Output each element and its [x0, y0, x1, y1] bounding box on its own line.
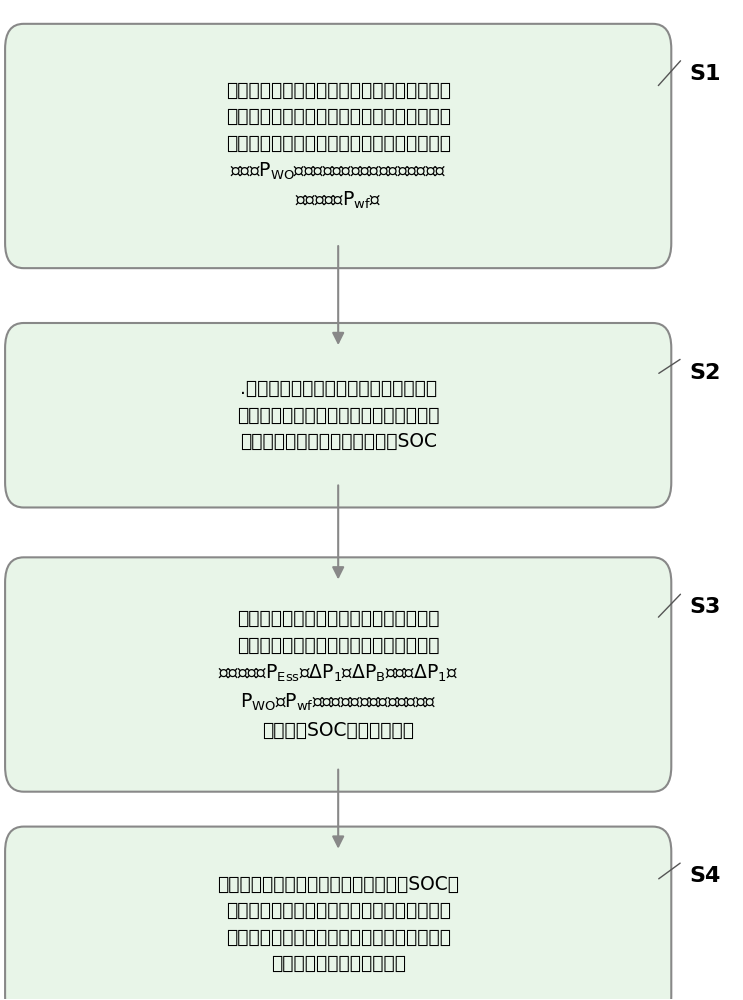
Text: S4: S4	[690, 866, 721, 886]
FancyBboxPatch shape	[5, 323, 671, 507]
Text: S2: S2	[690, 363, 721, 383]
FancyBboxPatch shape	[5, 557, 671, 792]
Text: S1: S1	[690, 64, 721, 84]
Text: 将发电系统有功及无功输出需求、当前SOC分
层控制策略、当前发电系统内负载功率需求、
风力发电设备可输出有功和无功作为约束条件
，实现发电系统的优化运行: 将发电系统有功及无功输出需求、当前SOC分 层控制策略、当前发电系统内负载功率需…	[217, 875, 459, 973]
FancyBboxPatch shape	[5, 24, 671, 268]
Text: 将采集风力发电设备、电网和蓄电池的信
息，进行处理后得到储能系统的期望输出
功率参考量P$_\mathrm{Ess}$＝ΔP$_1$＋ΔP$_\mathrm{B: 将采集风力发电设备、电网和蓄电池的信 息，进行处理后得到储能系统的期望输出 功率…	[218, 609, 458, 740]
Text: 风力发电设备监控模块实时获取风力发电设备
运行数据，并存储数据，实时获取发电系统内
负载功率需求情况；将风力发电设备发出的有
功功率P$_\mathrm{WO}: 风力发电设备监控模块实时获取风力发电设备 运行数据，并存储数据，实时获取发电系统…	[226, 81, 451, 211]
Text: S3: S3	[690, 597, 721, 617]
FancyBboxPatch shape	[5, 827, 671, 1000]
Text: .采集并网点电压信息，同时根据大电网
调度指令确定发电系统有功及无功输出需
求；实时检测获取蓄电池模块的SOC: .采集并网点电压信息，同时根据大电网 调度指令确定发电系统有功及无功输出需 求；…	[237, 379, 439, 451]
